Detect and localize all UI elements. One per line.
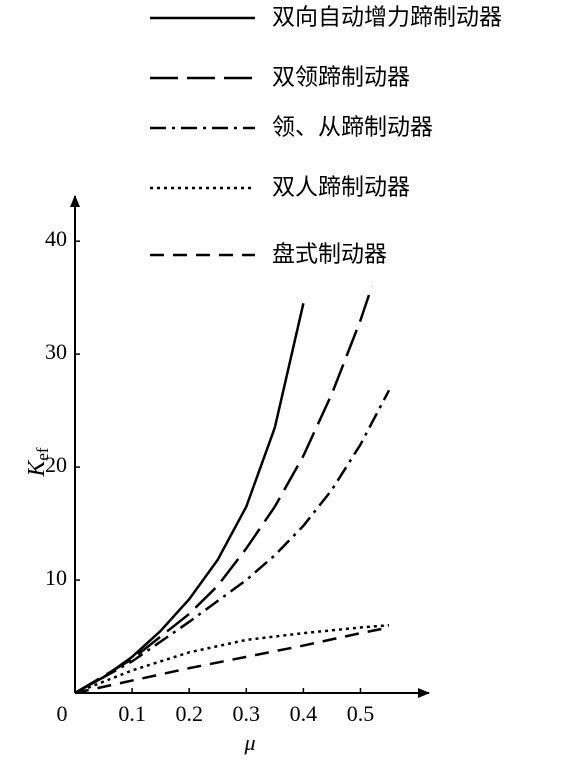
y-tick-label: 40 bbox=[45, 226, 67, 251]
legend-label: 领、从蹄制动器 bbox=[272, 115, 433, 141]
legend-label: 双人蹄制动器 bbox=[272, 175, 410, 201]
legend-label: 盘式制动器 bbox=[272, 242, 387, 268]
y-axis-label: Kef bbox=[24, 447, 52, 478]
legend-label: 双向自动增力蹄制动器 bbox=[272, 5, 502, 31]
x-tick-label: 0.5 bbox=[347, 701, 375, 726]
x-tick-label: 0.4 bbox=[290, 701, 318, 726]
x-tick-label: 0.2 bbox=[175, 701, 203, 726]
x-tick-label: 0.3 bbox=[233, 701, 261, 726]
y-axis-label-sub: ef bbox=[33, 447, 52, 461]
y-tick-label: 10 bbox=[45, 565, 67, 590]
legend-label: 双领蹄制动器 bbox=[272, 65, 410, 91]
data-line bbox=[74, 623, 390, 695]
x-axis-label: μ bbox=[243, 730, 255, 755]
y-tick-label: 20 bbox=[45, 452, 67, 477]
y-axis-label-main: K bbox=[24, 459, 50, 478]
x-tick-label: 0 bbox=[57, 701, 68, 726]
data-line bbox=[74, 626, 390, 695]
x-tick-label: 0.1 bbox=[118, 701, 146, 726]
y-tick-label: 30 bbox=[45, 339, 67, 364]
data-line bbox=[74, 303, 305, 695]
data-line bbox=[74, 389, 391, 695]
